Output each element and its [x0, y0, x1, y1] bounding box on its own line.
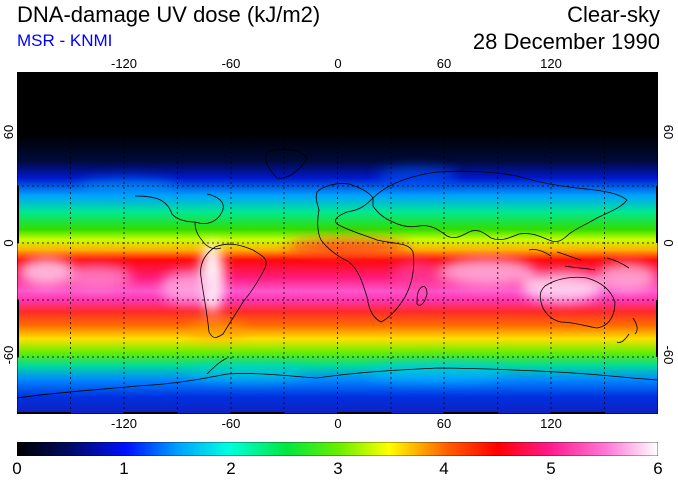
colorbar-gradient: [17, 442, 658, 456]
coast-europe-africa: [315, 183, 415, 323]
lon-tick-top: -60: [221, 56, 241, 71]
coast-asia: [372, 170, 628, 242]
colorbar-label: 0: [12, 459, 22, 478]
lat-tick-left: 60: [1, 124, 16, 140]
frame-ticks: [17, 72, 658, 414]
lat-tick-right: 60: [661, 124, 676, 140]
source-label: MSR - KNMI: [17, 31, 113, 50]
colorbar-label: 6: [653, 459, 663, 478]
graticule: [17, 72, 658, 414]
coast-north-america: [134, 193, 224, 250]
colorbar-label: 2: [226, 459, 236, 478]
map-title: DNA-damage UV dose (kJ/m2): [17, 2, 321, 27]
lon-tick-top: -120: [110, 56, 138, 71]
colorbar: [17, 442, 658, 456]
sky-condition-label: Clear-sky: [567, 2, 660, 27]
coast-new-zealand: [616, 317, 638, 343]
coast-australia: [539, 276, 616, 329]
lon-tick-bottom: 60: [436, 416, 452, 431]
lon-tick-top: 60: [436, 56, 452, 71]
colorbar-label: 1: [119, 459, 129, 478]
date-label: 28 December 1990: [472, 29, 660, 54]
coast-indonesia: [528, 249, 630, 271]
coast-madagascar: [416, 286, 428, 306]
lat-tick-right: -60: [661, 345, 676, 365]
colorbar-label: 3: [333, 459, 343, 478]
lat-tick-left: 0: [1, 239, 16, 247]
dose-variations: [19, 167, 657, 382]
lon-tick-bottom: 0: [334, 416, 342, 431]
coast-greenland: [265, 149, 308, 179]
lat-tick-right: 0: [661, 239, 676, 247]
lon-tick-top: 120: [540, 56, 562, 71]
coast-antarctic-peninsula: [206, 357, 228, 375]
lon-tick-bottom: 120: [540, 416, 562, 431]
lon-tick-bottom: -120: [110, 416, 138, 431]
uv-dose-map: [17, 72, 658, 414]
lat-tick-left: -60: [1, 345, 16, 365]
lon-tick-bottom: -60: [221, 416, 241, 431]
coast-south-america: [200, 243, 267, 338]
lon-tick-top: 0: [334, 56, 342, 71]
coastlines: [17, 149, 658, 399]
colorbar-label: 5: [546, 459, 556, 478]
colorbar-label: 4: [439, 459, 449, 478]
coast-antarctica: [17, 367, 658, 399]
